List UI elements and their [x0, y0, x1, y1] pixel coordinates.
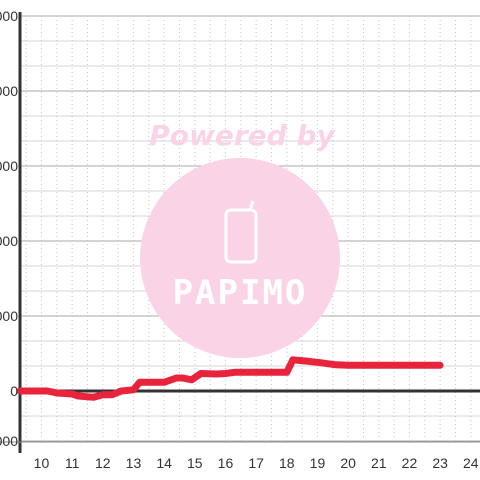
y-tick-label: -20,000 — [0, 433, 18, 449]
x-tick-label: 21 — [371, 455, 387, 471]
x-tick-label: 23 — [432, 455, 448, 471]
y-tick-label: 0 — [10, 383, 18, 399]
x-tick-label: 10 — [34, 455, 50, 471]
x-tick-label: 12 — [95, 455, 111, 471]
watermark: Powered by PAPIMO — [140, 119, 340, 358]
x-tick-label: 15 — [187, 455, 203, 471]
x-tick-label: 19 — [310, 455, 326, 471]
y-tick-label: 120,000 — [0, 83, 18, 99]
tick-labels: -20,000 0 30,000 60,000 90,000 120,000 150,000… — [0, 8, 479, 471]
x-tick-label: 17 — [248, 455, 264, 471]
x-tick-label: 14 — [156, 455, 172, 471]
watermark-powered-by-text: Powered by — [149, 119, 336, 152]
watermark-logo-circle — [140, 158, 340, 358]
y-tick-label: 150,000 — [0, 8, 18, 24]
phone-icon-antenna — [248, 200, 255, 211]
axes — [0, 12, 480, 453]
y-tick-label: 90,000 — [0, 158, 18, 174]
y-tick-label: 60,000 — [0, 233, 18, 249]
x-tick-label: 16 — [218, 455, 234, 471]
x-tick-label: 18 — [279, 455, 295, 471]
series — [16, 356, 444, 401]
y-tick-label: 30,000 — [0, 308, 18, 324]
x-tick-label: 20 — [340, 455, 356, 471]
series-line — [16, 356, 444, 401]
x-tick-label: 11 — [65, 455, 80, 471]
x-tick-label: 22 — [402, 455, 418, 471]
phone-icon-body — [224, 208, 258, 264]
x-tick-label: 13 — [126, 455, 142, 471]
phone-icon — [224, 200, 258, 264]
x-tick-label: 24 — [463, 455, 479, 471]
watermark-logo-text: PAPIMO — [173, 273, 308, 313]
